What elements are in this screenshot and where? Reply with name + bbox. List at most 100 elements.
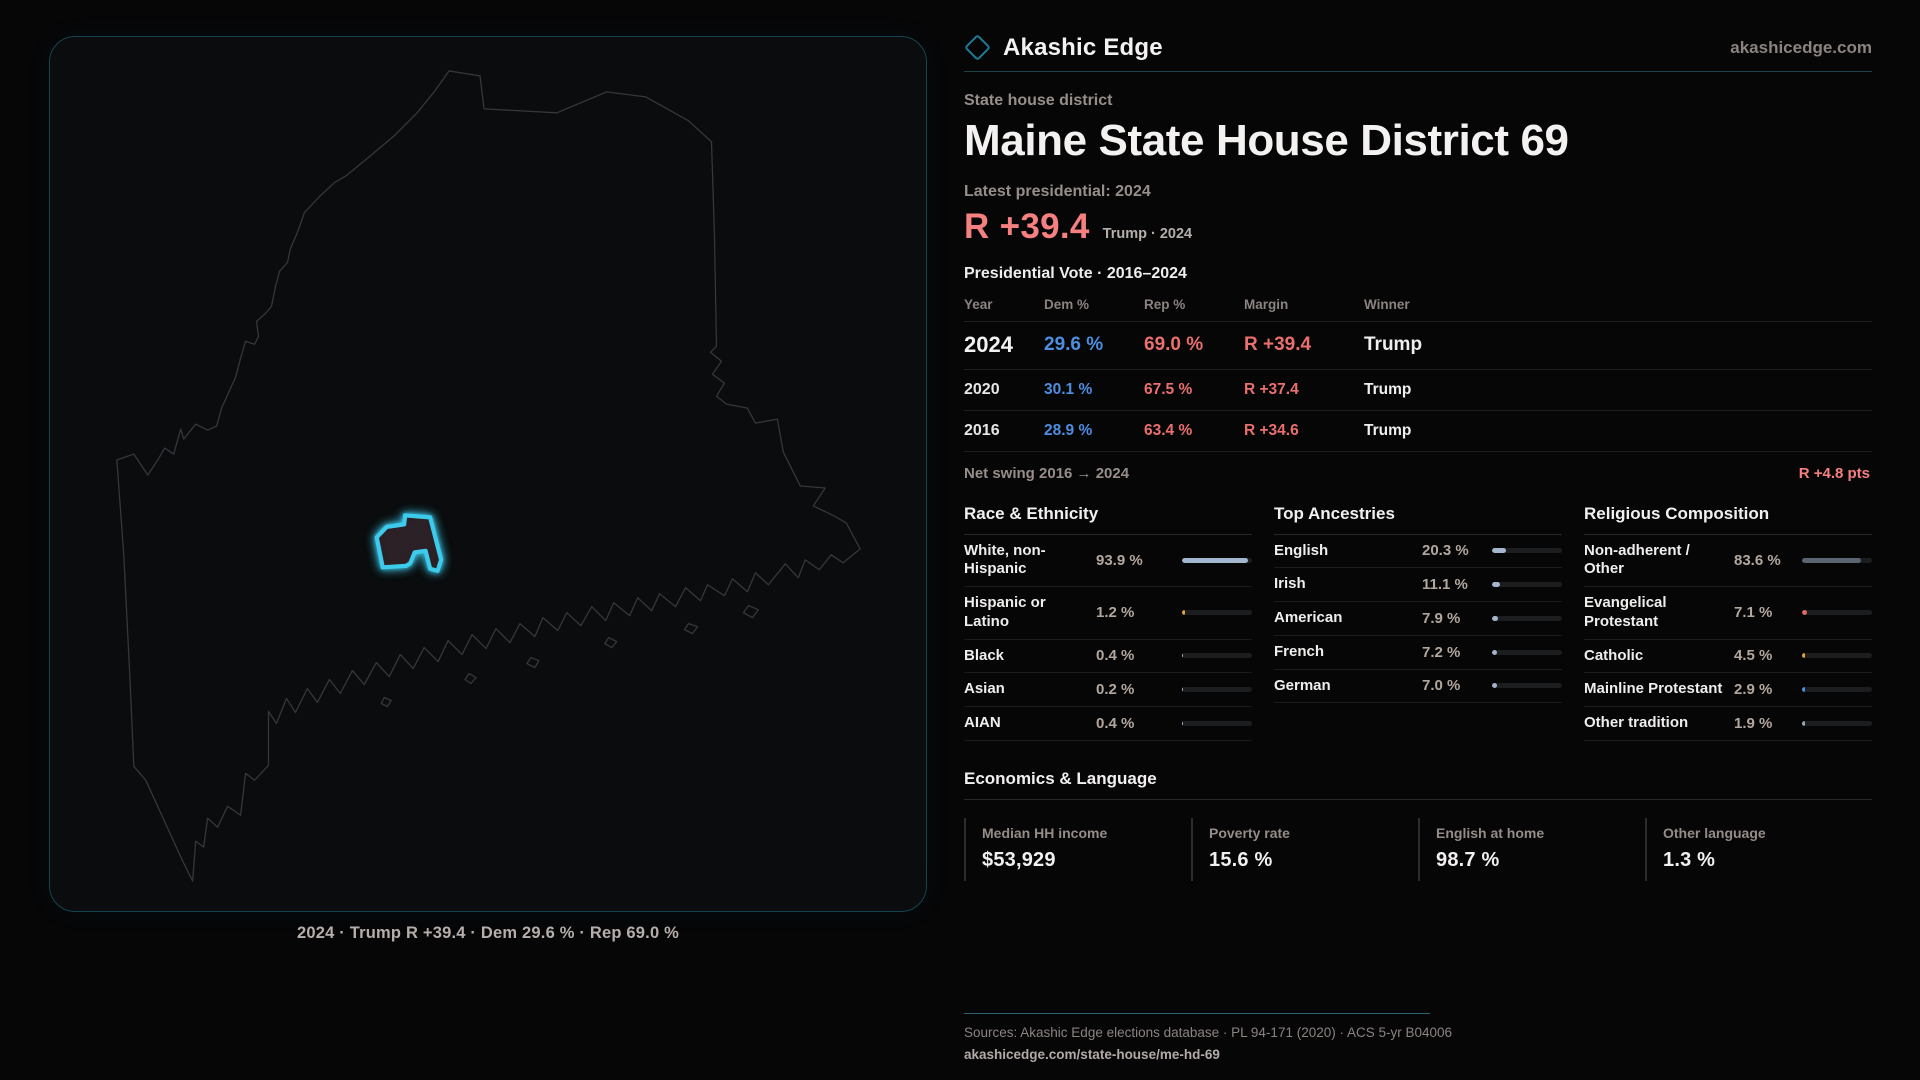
stat-card-value: $53,929 bbox=[982, 848, 1056, 871]
stat-label: White, non-Hispanic bbox=[964, 541, 1046, 578]
stat-card-label: English at home bbox=[1436, 824, 1545, 841]
stat-label: Catholic bbox=[1584, 646, 1644, 664]
diamond-icon bbox=[964, 34, 991, 61]
stat-value: 1.9 % bbox=[1734, 714, 1773, 732]
table-row: 2020 30.1 % 67.5 % R +37.4 Trump bbox=[964, 370, 1872, 411]
net-swing-label: Net swing 2016 → 2024 bbox=[964, 464, 1130, 482]
stat-card: Poverty rate 15.6 % bbox=[1191, 817, 1418, 881]
stat-card: English at home 98.7 % bbox=[1418, 817, 1645, 881]
col-rep: Rep % bbox=[1144, 296, 1186, 312]
district-69-shape bbox=[374, 513, 444, 573]
stat-label: French bbox=[1274, 642, 1325, 660]
footer: Sources: Akashic Edge elections database… bbox=[964, 1012, 1872, 1064]
coastal-islands bbox=[380, 605, 760, 708]
stat-card: Other language 1.3 % bbox=[1645, 817, 1872, 881]
rep-cell: 63.4 % bbox=[1144, 421, 1193, 439]
stat-bar bbox=[1492, 548, 1562, 554]
stat-value: 7.2 % bbox=[1422, 643, 1461, 661]
list-item: German 7.0 % bbox=[1274, 670, 1562, 704]
list-item: Asian 0.2 % bbox=[964, 673, 1252, 708]
sources-text: Sources: Akashic Edge elections database… bbox=[964, 1024, 1453, 1040]
margin-value: R +39.4 bbox=[964, 206, 1090, 246]
stat-value: 93.9 % bbox=[1096, 551, 1143, 569]
list-item: Evangelical Protestant 7.1 % bbox=[1584, 587, 1872, 640]
stat-bar bbox=[1492, 649, 1562, 655]
economics-title: Economics & Language bbox=[964, 769, 1872, 800]
ancestries-section: Top Ancestries English 20.3 % Irish 11.1… bbox=[1274, 504, 1562, 741]
stat-label: Non-adherent / Other bbox=[1584, 541, 1690, 578]
section-title: Top Ancestries bbox=[1274, 504, 1562, 535]
col-margin: Margin bbox=[1244, 296, 1289, 312]
list-item: Other tradition 1.9 % bbox=[1584, 707, 1872, 741]
stat-value: 83.6 % bbox=[1734, 551, 1781, 569]
table-row: 2024 29.6 % 69.0 % R +39.4 Trump bbox=[964, 322, 1872, 370]
brand-name: Akashic Edge bbox=[1003, 33, 1163, 61]
year-cell: 2020 bbox=[964, 380, 1000, 398]
dem-cell: 28.9 % bbox=[1044, 421, 1093, 439]
vote-table-header: Year Dem % Rep % Margin Winner bbox=[964, 297, 1872, 322]
brand-site-link[interactable]: akashicedge.com bbox=[1730, 37, 1872, 57]
dem-cell: 29.6 % bbox=[1044, 334, 1104, 356]
rep-cell: 69.0 % bbox=[1144, 334, 1204, 356]
stat-label: Asian bbox=[964, 680, 1005, 698]
stat-bar bbox=[1182, 687, 1252, 693]
economics-cards: Median HH income $53,929 Poverty rate 15… bbox=[964, 817, 1872, 881]
list-item: Black 0.4 % bbox=[964, 640, 1252, 674]
list-item: Hispanic or Latino 1.2 % bbox=[964, 587, 1252, 640]
stat-bar bbox=[1492, 615, 1562, 621]
stat-label: Black bbox=[964, 646, 1005, 664]
col-year: Year bbox=[964, 296, 993, 312]
brand-header: Akashic Edge akashicedge.com bbox=[964, 28, 1872, 72]
list-item: American 7.9 % bbox=[1274, 602, 1562, 636]
rep-cell: 67.5 % bbox=[1144, 380, 1193, 398]
stat-label: Irish bbox=[1274, 575, 1306, 593]
stat-card-value: 98.7 % bbox=[1436, 848, 1500, 871]
section-title: Race & Ethnicity bbox=[964, 504, 1252, 535]
headline-margin: R +39.4 Trump · 2024 bbox=[964, 207, 1872, 247]
stat-bar bbox=[1802, 687, 1872, 693]
stat-card-label: Poverty rate bbox=[1209, 824, 1290, 841]
stat-label: AIAN bbox=[964, 714, 1001, 732]
detail-panel: Akashic Edge akashicedge.com State house… bbox=[964, 28, 1872, 1064]
maine-map bbox=[116, 70, 861, 882]
stat-value: 0.2 % bbox=[1096, 681, 1135, 699]
winner-cell: Trump bbox=[1364, 380, 1412, 398]
stat-value: 0.4 % bbox=[1096, 647, 1135, 665]
stat-card-label: Other language bbox=[1663, 824, 1766, 841]
stat-card-label: Median HH income bbox=[982, 824, 1108, 841]
stat-value: 7.9 % bbox=[1422, 609, 1461, 627]
stat-card: Median HH income $53,929 bbox=[964, 817, 1191, 881]
page-title: Maine State House District 69 bbox=[964, 116, 1569, 165]
list-item: French 7.2 % bbox=[1274, 636, 1562, 670]
list-item: Non-adherent / Other 83.6 % bbox=[1584, 535, 1872, 588]
maine-outline bbox=[116, 70, 861, 882]
list-item: White, non-Hispanic 93.9 % bbox=[964, 535, 1252, 588]
stat-value: 11.1 % bbox=[1422, 576, 1468, 594]
list-item: Catholic 4.5 % bbox=[1584, 640, 1872, 674]
vote-table-title: Presidential Vote · 2016–2024 bbox=[964, 264, 1187, 282]
footer-url[interactable]: akashicedge.com/state-house/me-hd-69 bbox=[964, 1046, 1220, 1062]
section-title: Religious Composition bbox=[1584, 504, 1872, 535]
stat-bar bbox=[1182, 653, 1252, 659]
religion-section: Religious Composition Non-adherent / Oth… bbox=[1584, 504, 1872, 741]
district-type-kicker: State house district bbox=[964, 92, 1113, 109]
margin-cell: R +34.6 bbox=[1244, 421, 1299, 439]
stat-bar bbox=[1802, 653, 1872, 659]
winner-cell: Trump bbox=[1364, 421, 1412, 439]
margin-cell: R +37.4 bbox=[1244, 380, 1299, 398]
stat-label: American bbox=[1274, 609, 1343, 627]
stat-bar bbox=[1802, 720, 1872, 726]
list-item: Mainline Protestant 2.9 % bbox=[1584, 673, 1872, 708]
col-dem: Dem % bbox=[1044, 296, 1090, 312]
winner-cell: Trump bbox=[1364, 334, 1423, 356]
net-swing-row: Net swing 2016 → 2024 R +4.8 pts bbox=[964, 452, 1872, 494]
stat-bar bbox=[1182, 720, 1252, 726]
map-caption: 2024 · Trump R +39.4 · Dem 29.6 % · Rep … bbox=[297, 924, 679, 942]
margin-cell: R +39.4 bbox=[1244, 334, 1312, 356]
list-item: Irish 11.1 % bbox=[1274, 568, 1562, 603]
latest-presidential-label: Latest presidential: 2024 bbox=[964, 182, 1151, 200]
footer-divider bbox=[964, 1012, 1430, 1014]
stat-label: Evangelical Protestant bbox=[1584, 594, 1667, 630]
year-cell: 2024 bbox=[964, 332, 1013, 358]
stat-bar bbox=[1802, 557, 1872, 563]
